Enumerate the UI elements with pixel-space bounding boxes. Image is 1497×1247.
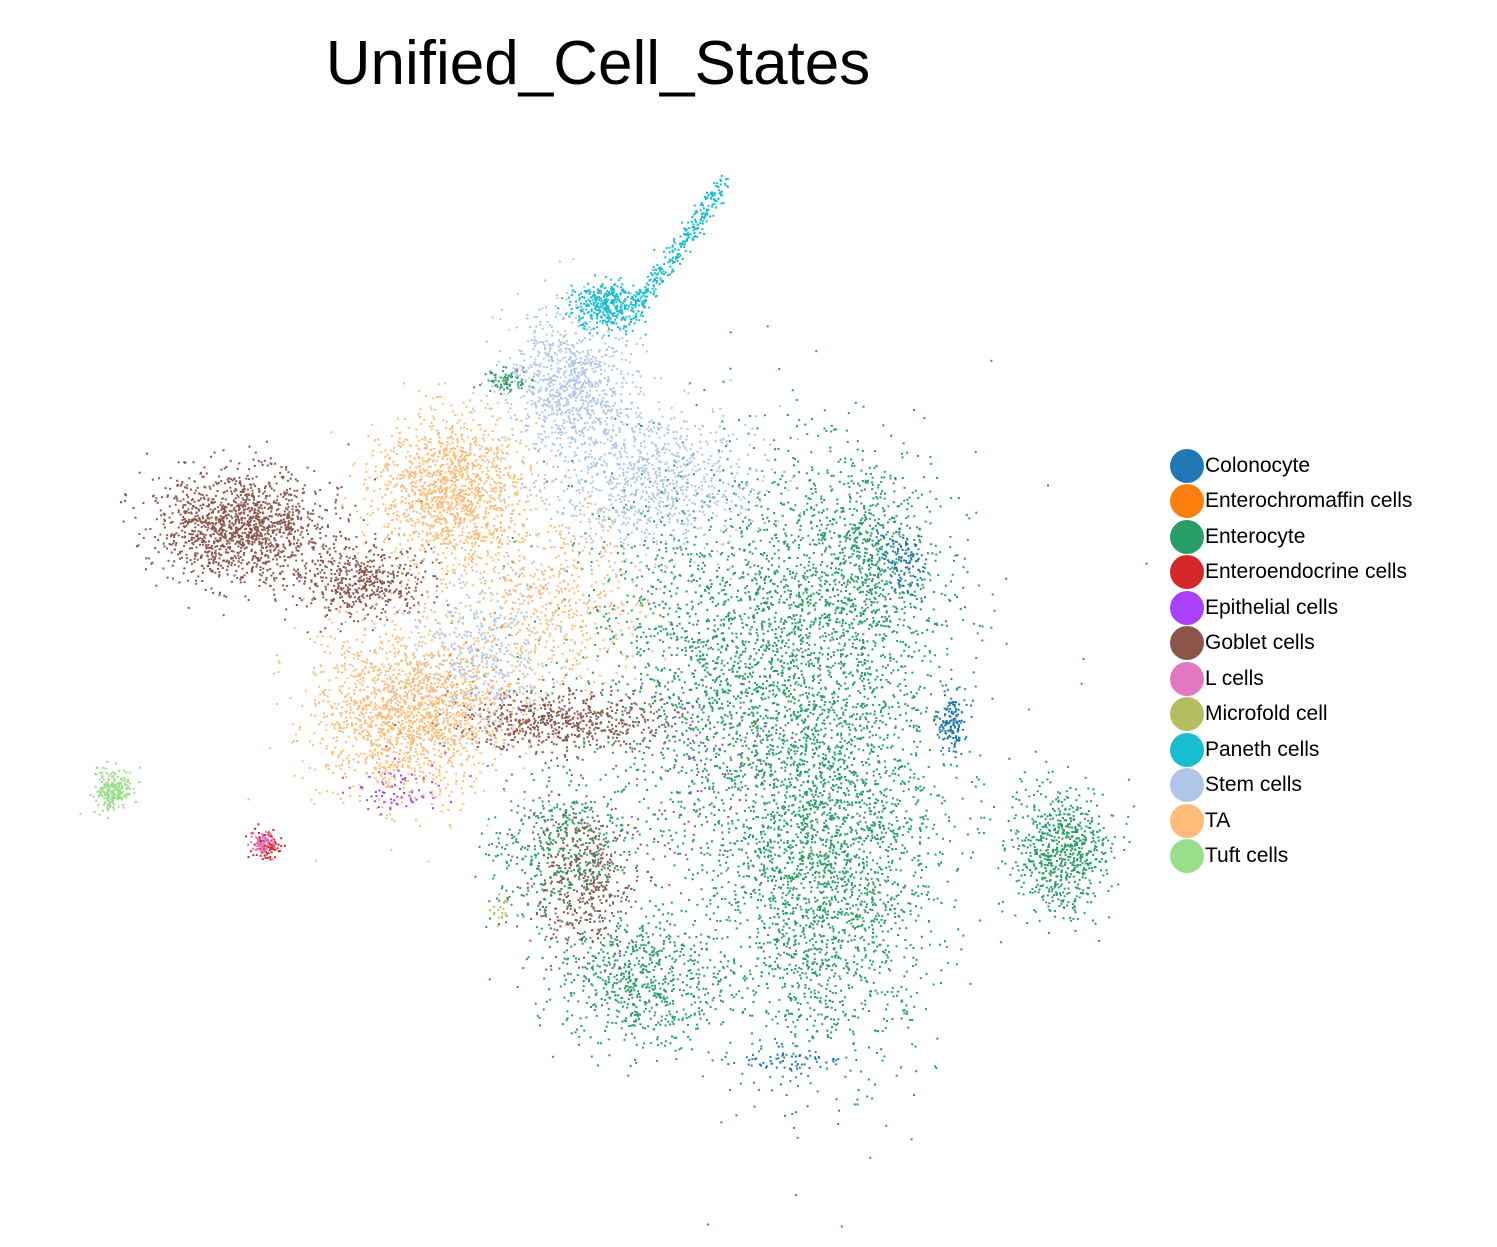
legend-label: Stem cells (1205, 773, 1302, 797)
legend-swatch (1170, 519, 1204, 554)
legend-item: Tuft cells (1170, 839, 1412, 875)
legend-item: Stem cells (1170, 768, 1412, 804)
legend-item: Enteroendocrine cells (1170, 555, 1412, 591)
legend-label: Tuft cells (1205, 844, 1289, 868)
legend-item: Epithelial cells (1170, 590, 1412, 626)
legend-swatch (1170, 803, 1204, 838)
legend: Colonocyte Enterochromaffin cells Enterocy… (1170, 448, 1412, 874)
legend-label: Enteroendocrine cells (1205, 560, 1407, 584)
legend-swatch (1170, 732, 1204, 767)
legend-swatch (1170, 768, 1204, 803)
legend-item: Microfold cell (1170, 697, 1412, 733)
legend-label: Paneth cells (1205, 737, 1320, 761)
legend-label: Enterochromaffin cells (1205, 489, 1413, 513)
legend-label: Goblet cells (1205, 631, 1315, 655)
legend-label: Epithelial cells (1205, 595, 1339, 619)
legend-swatch (1170, 590, 1204, 625)
legend-item: Colonocyte (1170, 448, 1412, 484)
chart-title: Unified_Cell_States (325, 29, 871, 98)
legend-item: L cells (1170, 661, 1412, 697)
legend-swatch (1170, 555, 1204, 590)
legend-label: Enterocyte (1205, 524, 1306, 548)
legend-label: TA (1205, 808, 1231, 832)
legend-label: Microfold cell (1205, 702, 1328, 726)
legend-item: Goblet cells (1170, 626, 1412, 662)
legend-label: Colonocyte (1205, 453, 1311, 477)
legend-label: L cells (1205, 666, 1264, 690)
legend-swatch (1170, 626, 1204, 661)
scatter-points (79, 174, 1148, 1228)
legend-swatch (1170, 448, 1204, 483)
legend-item: Paneth cells (1170, 732, 1412, 768)
legend-swatch (1170, 697, 1204, 732)
umap-scatter-plot (79, 174, 1148, 1228)
legend-swatch (1170, 484, 1204, 519)
legend-swatch (1170, 839, 1204, 874)
legend-swatch (1170, 661, 1204, 696)
legend-item: Enterochromaffin cells (1170, 484, 1412, 520)
legend-item: Enterocyte (1170, 519, 1412, 555)
legend-item: TA (1170, 803, 1412, 839)
